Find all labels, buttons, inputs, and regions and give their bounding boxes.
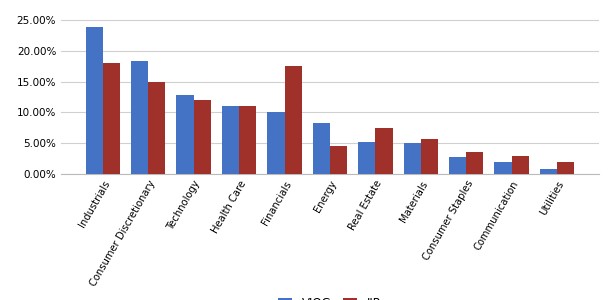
- Bar: [403, 143, 421, 174]
- Bar: [466, 152, 483, 174]
- Bar: [421, 139, 438, 174]
- Bar: [375, 128, 393, 174]
- Bar: [511, 156, 529, 174]
- Bar: [330, 146, 347, 174]
- Bar: [103, 63, 120, 174]
- Bar: [285, 66, 302, 174]
- Bar: [177, 95, 194, 174]
- Bar: [222, 106, 239, 174]
- Bar: [540, 169, 557, 174]
- Bar: [358, 142, 375, 174]
- Bar: [86, 28, 103, 174]
- Bar: [557, 162, 574, 174]
- Bar: [494, 162, 511, 174]
- Bar: [148, 82, 166, 174]
- Bar: [313, 123, 330, 174]
- Legend: VIOG, IJR: VIOG, IJR: [273, 292, 387, 300]
- Bar: [239, 106, 257, 174]
- Bar: [194, 100, 211, 174]
- Bar: [449, 157, 466, 174]
- Bar: [131, 61, 148, 174]
- Bar: [267, 112, 285, 174]
